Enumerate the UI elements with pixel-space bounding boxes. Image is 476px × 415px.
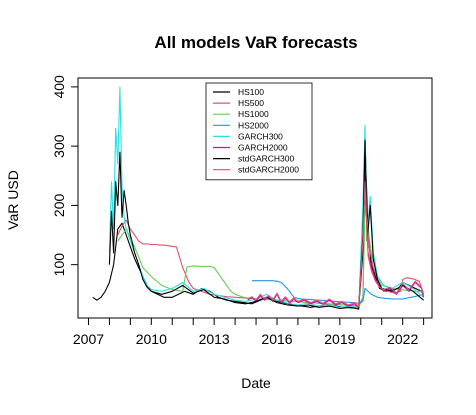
y-tick-label: 200 (51, 194, 67, 218)
legend-label: stdGARCH300 (238, 154, 294, 164)
x-axis: 2007 2010 2013 2016 2019 2022 (73, 318, 425, 347)
plot-frame (77, 77, 433, 319)
legend-box (205, 82, 313, 181)
legend-label: HS500 (238, 98, 264, 108)
series-line-stdgarch300 (108, 139, 424, 310)
legend: HS100HS500HS1000HS2000GARCH300GARCH2000s… (205, 82, 313, 181)
legend-label: stdGARCH2000 (238, 165, 299, 175)
x-tick-label: 2013 (199, 331, 230, 347)
x-tick-label: 2016 (261, 331, 292, 347)
x-tick-label: 2022 (387, 331, 418, 347)
series-line-hs100 (92, 139, 425, 309)
series-line-hs1000 (117, 204, 424, 307)
y-tick-label: 100 (51, 253, 67, 277)
legend-label: GARCH2000 (238, 143, 288, 153)
series-line-stdgarch2000 (247, 181, 425, 308)
series-line-garch300 (108, 86, 424, 309)
y-axis: 100 200 300 400 (51, 75, 78, 276)
x-tick-label: 2019 (324, 331, 355, 347)
legend-label: HS100 (238, 87, 264, 97)
series-line-hs500 (117, 198, 425, 307)
plot-area (77, 77, 433, 319)
x-tick-label: 2010 (136, 331, 167, 347)
legend-label: GARCH300 (238, 131, 283, 141)
y-tick-label: 300 (51, 134, 67, 158)
y-axis-label: VaR USD (5, 170, 21, 230)
x-axis-label: Date (241, 375, 271, 391)
legend-label: HS1000 (238, 109, 269, 119)
x-tick-label: 2007 (73, 331, 104, 347)
series-line-garch2000 (247, 175, 425, 309)
series-layer (92, 86, 425, 310)
legend-label: HS2000 (238, 120, 269, 130)
y-tick-label: 400 (51, 75, 67, 99)
chart-title: All models VaR forecasts (154, 33, 357, 52)
